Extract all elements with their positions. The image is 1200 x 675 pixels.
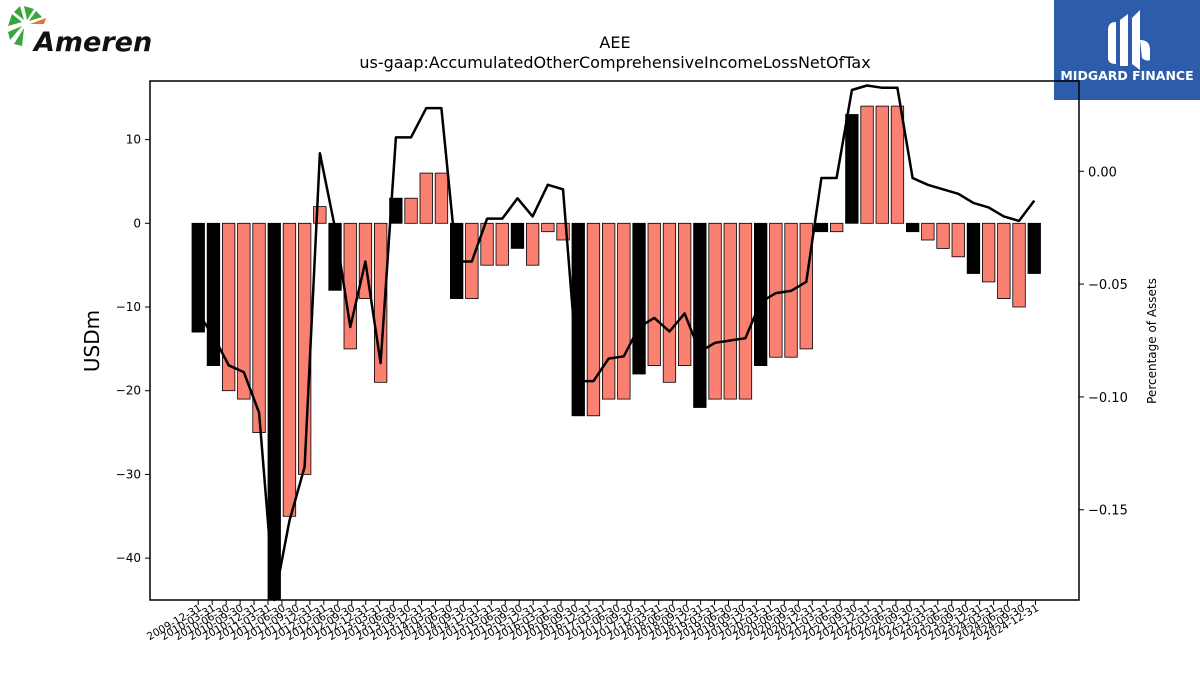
bar xyxy=(693,222,707,408)
right-y-tick-label: −0.10 xyxy=(1088,391,1128,406)
bar xyxy=(936,222,950,249)
bar xyxy=(510,222,525,249)
percentage-of-assets-line xyxy=(197,84,1036,602)
ameren-wordmark: Ameren xyxy=(32,27,152,58)
bar xyxy=(389,197,403,224)
bar xyxy=(434,172,449,224)
left-y-tick-label: −40 xyxy=(116,551,141,565)
left-y-tick-label: 10 xyxy=(126,133,141,147)
chart-title: AEE xyxy=(599,33,630,52)
bar xyxy=(282,222,297,517)
midgard-mark-icon xyxy=(1108,10,1150,70)
bar xyxy=(632,222,646,375)
chart-subtitle: us-gaap:AccumulatedOtherComprehensiveInc… xyxy=(359,53,870,72)
bar xyxy=(754,222,768,367)
x-axis: 2009-12-312010-03-312010-06-302010-09-30… xyxy=(145,600,1041,643)
right-y-tick-label: 0.00 xyxy=(1088,165,1117,180)
bar xyxy=(678,222,692,367)
bar xyxy=(480,222,494,266)
right-y-axis: 0.00 −0.05 −0.10 −0.15 xyxy=(1079,165,1128,519)
ameren-logo: Ameren xyxy=(8,6,152,58)
bar xyxy=(845,114,859,224)
bar xyxy=(586,222,601,417)
bar xyxy=(343,222,357,350)
right-y-axis-label: Percentage of Assets xyxy=(1145,278,1159,404)
left-y-axis-label: USDm xyxy=(80,310,104,372)
bar xyxy=(890,105,905,224)
bar xyxy=(738,222,753,400)
bar xyxy=(617,222,631,400)
bar xyxy=(1012,222,1026,308)
left-y-tick-label: −30 xyxy=(116,467,141,481)
bar xyxy=(708,222,722,400)
bar xyxy=(647,222,661,367)
bar xyxy=(723,222,737,400)
plot-frame xyxy=(149,80,1080,601)
left-y-tick-label: 0 xyxy=(133,216,141,230)
bar xyxy=(860,105,874,224)
bar xyxy=(1027,222,1041,274)
midgard-wordmark: MIDGARD FINANCE xyxy=(1060,68,1193,83)
bar xyxy=(602,222,616,400)
bar xyxy=(966,222,981,274)
bar xyxy=(191,222,205,333)
bar xyxy=(237,222,251,400)
left-y-tick-label: −10 xyxy=(116,300,141,314)
right-y-tick-label: −0.05 xyxy=(1088,278,1128,293)
right-y-tick-label: −0.15 xyxy=(1088,504,1128,519)
bar xyxy=(799,222,813,350)
bar xyxy=(252,222,266,434)
bar xyxy=(769,222,783,358)
bar xyxy=(404,197,418,224)
bar xyxy=(221,222,236,392)
bar xyxy=(297,222,312,475)
midgard-logo: MIDGARD FINANCE xyxy=(1054,0,1200,100)
bar xyxy=(571,222,585,417)
bar-series xyxy=(191,105,1041,601)
bar xyxy=(526,222,540,266)
bar xyxy=(951,222,965,258)
bar xyxy=(875,105,889,224)
bar xyxy=(982,222,996,283)
ameren-sunburst-icon xyxy=(8,6,46,46)
bar xyxy=(495,222,509,266)
bar xyxy=(830,222,844,233)
bar xyxy=(997,222,1011,300)
bar xyxy=(814,222,829,233)
bar xyxy=(541,222,555,233)
bar xyxy=(906,222,920,233)
bar xyxy=(921,222,935,241)
bar xyxy=(662,222,677,383)
left-y-axis: 10 0 −10 −20 −30 −40 xyxy=(116,133,150,565)
bar xyxy=(419,172,433,224)
left-y-tick-label: −20 xyxy=(116,384,141,398)
